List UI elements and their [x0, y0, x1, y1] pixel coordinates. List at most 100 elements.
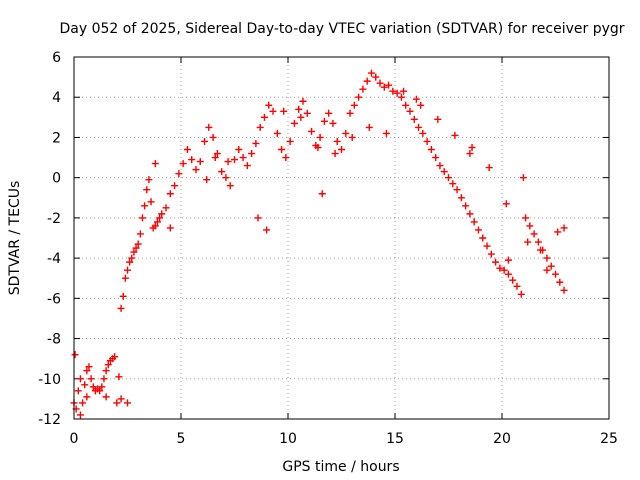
- data-point: [166, 224, 174, 232]
- data-point: [385, 81, 393, 89]
- data-point: [143, 186, 151, 194]
- data-point: [102, 393, 110, 401]
- data-point: [308, 127, 316, 135]
- y-tick-label: 4: [52, 90, 61, 106]
- data-point: [278, 146, 286, 154]
- data-point: [524, 238, 532, 246]
- y-tick-label: -6: [47, 291, 61, 307]
- data-point: [132, 244, 140, 252]
- data-point: [85, 363, 93, 371]
- data-point: [363, 77, 371, 85]
- data-point: [457, 194, 465, 202]
- data-point: [175, 170, 183, 178]
- data-point: [412, 95, 420, 103]
- data-point: [124, 266, 131, 274]
- y-tick-label: -4: [47, 251, 61, 267]
- data-point: [325, 109, 333, 117]
- data-point: [156, 214, 164, 222]
- data-point: [134, 240, 142, 248]
- data-point: [470, 218, 478, 226]
- y-tick-label: -8: [47, 332, 61, 348]
- data-point: [81, 381, 89, 389]
- data-point: [280, 107, 288, 115]
- data-point: [333, 137, 341, 145]
- data-point: [222, 174, 230, 182]
- data-point: [96, 387, 104, 395]
- data-point: [517, 290, 525, 298]
- x-axis-label: GPS time / hours: [282, 459, 399, 475]
- data-point: [365, 123, 373, 131]
- data-point: [348, 133, 356, 141]
- data-point: [183, 146, 191, 154]
- data-point: [136, 230, 144, 238]
- data-point: [474, 226, 482, 234]
- data-point: [76, 411, 84, 419]
- data-point: [297, 113, 305, 121]
- data-point: [519, 174, 527, 182]
- data-point: [147, 198, 155, 206]
- data-point: [479, 234, 487, 242]
- data-point: [560, 224, 568, 232]
- data-point: [504, 256, 512, 264]
- data-point: [367, 69, 375, 77]
- data-point: [402, 101, 410, 109]
- data-point: [224, 158, 232, 166]
- y-tick-label: 0: [52, 171, 61, 187]
- data-point: [530, 230, 538, 238]
- data-point: [468, 144, 476, 151]
- data-point: [423, 137, 431, 145]
- y-tick-label: -10: [38, 372, 61, 388]
- data-point: [218, 168, 226, 176]
- data-point: [71, 351, 79, 359]
- data-point: [100, 375, 108, 383]
- x-tick-label: 20: [493, 431, 511, 447]
- data-point: [226, 182, 234, 190]
- data-point: [427, 146, 435, 154]
- y-tick-label: 6: [52, 50, 61, 66]
- x-tick-label: 15: [386, 431, 404, 447]
- data-point: [303, 109, 311, 117]
- data-point: [466, 210, 474, 218]
- data-point: [113, 399, 121, 407]
- data-point: [406, 107, 414, 115]
- data-point: [552, 270, 559, 278]
- data-point: [419, 129, 427, 137]
- data-point: [269, 107, 277, 115]
- data-point: [372, 73, 380, 81]
- data-point: [188, 156, 196, 164]
- data-point: [526, 222, 534, 230]
- data-point: [126, 258, 134, 266]
- axis-ticks: 0 5 10 15 20 25 -12 -10 -8 -6 -4 -2 0 2 4 6: [38, 50, 618, 447]
- data-point: [350, 101, 358, 109]
- data-point: [124, 399, 131, 407]
- x-tick-label: 5: [177, 431, 186, 447]
- data-point: [483, 242, 491, 250]
- data-point: [263, 226, 271, 234]
- data-point: [502, 200, 510, 208]
- x-tick-label: 25: [600, 431, 618, 447]
- data-point: [201, 137, 209, 145]
- data-point: [434, 115, 442, 123]
- data-point: [166, 190, 174, 198]
- data-point: [111, 353, 119, 361]
- data-point: [162, 204, 170, 212]
- data-point: [380, 83, 388, 91]
- data-point: [522, 214, 530, 222]
- data-point: [389, 87, 397, 95]
- x-tick-label: 10: [279, 431, 297, 447]
- data-point: [213, 150, 221, 158]
- data-point: [513, 282, 521, 290]
- data-point: [290, 119, 298, 127]
- data-point: [338, 146, 345, 154]
- data-point: [462, 202, 470, 210]
- data-point: [316, 133, 324, 141]
- data-point: [231, 156, 238, 164]
- x-tick-label: 0: [70, 431, 79, 447]
- data-point: [151, 160, 159, 168]
- data-point: [355, 93, 363, 101]
- data-point: [254, 214, 262, 222]
- data-points: [70, 69, 568, 419]
- grid-lines: [74, 57, 609, 419]
- data-point: [87, 375, 95, 383]
